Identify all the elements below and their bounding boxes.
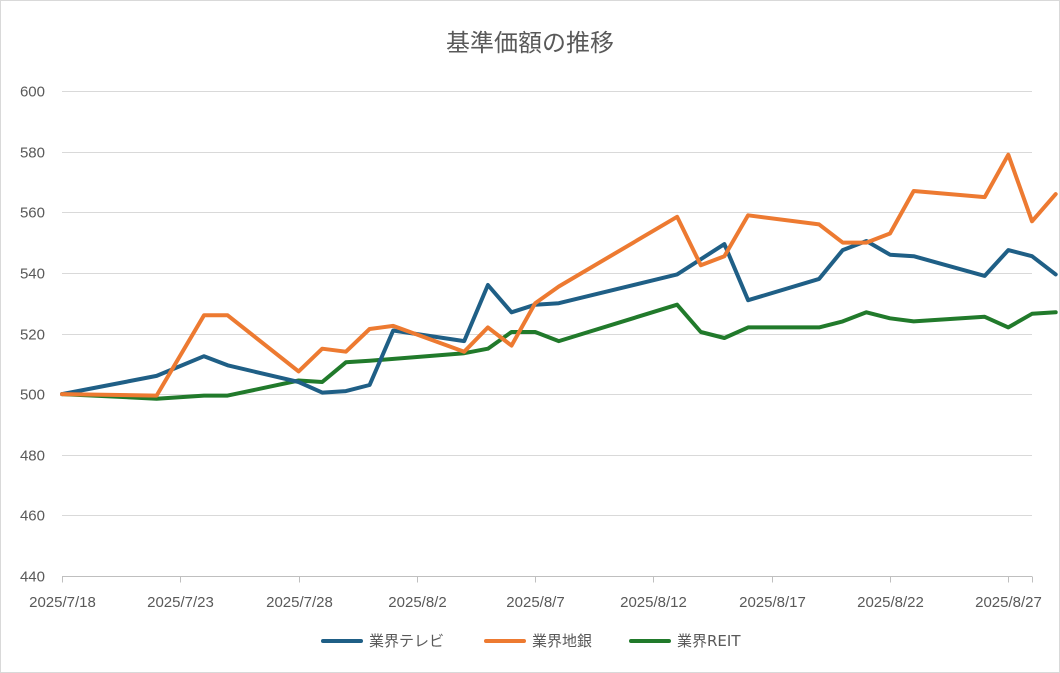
y-tick-label: 580 (20, 145, 45, 162)
x-axis: 2025/7/18 2025/7/23 2025/7/28 2025/8/2 2025/… (29, 576, 1042, 611)
x-tick-label: 2025/8/27 (975, 594, 1042, 611)
x-tick-label: 2025/8/7 (506, 594, 564, 611)
y-axis-ticks: 440 460 480 500 520 540 560 580 600 (20, 84, 45, 586)
x-tick-label: 2025/7/23 (147, 594, 214, 611)
x-tick-label: 2025/8/12 (620, 594, 687, 611)
legend-item: 業界REIT (629, 632, 741, 650)
x-tick-label: 2025/7/18 (29, 594, 96, 611)
y-tick-label: 480 (20, 448, 45, 465)
y-tick-label: 440 (20, 569, 45, 586)
legend-label: 業界REIT (677, 632, 741, 650)
x-tick-label: 2025/8/2 (388, 594, 446, 611)
y-tick-label: 540 (20, 266, 45, 283)
y-tick-label: 560 (20, 205, 45, 222)
y-tick-label: 520 (20, 327, 45, 344)
series-line-3 (60, 302, 1058, 401)
series-lines (60, 152, 1058, 401)
chart-title: 基準価額の推移 (446, 29, 614, 57)
y-tick-label: 460 (20, 508, 45, 525)
legend-item: 業界テレビ (321, 632, 444, 650)
legend-item: 業界地銀 (484, 632, 592, 650)
legend: 業界テレビ 業界地銀 業界REIT (321, 632, 741, 650)
series-line-2 (60, 152, 1058, 398)
legend-label: 業界テレビ (369, 632, 444, 650)
x-tick-label: 2025/7/28 (266, 594, 333, 611)
x-tick-label: 2025/8/17 (739, 594, 806, 611)
x-tick-label: 2025/8/22 (857, 594, 924, 611)
series-line-1 (60, 239, 1058, 397)
gridlines (62, 91, 1032, 516)
y-tick-label: 600 (20, 84, 45, 101)
legend-label: 業界地銀 (532, 632, 592, 650)
y-tick-label: 500 (20, 387, 45, 404)
